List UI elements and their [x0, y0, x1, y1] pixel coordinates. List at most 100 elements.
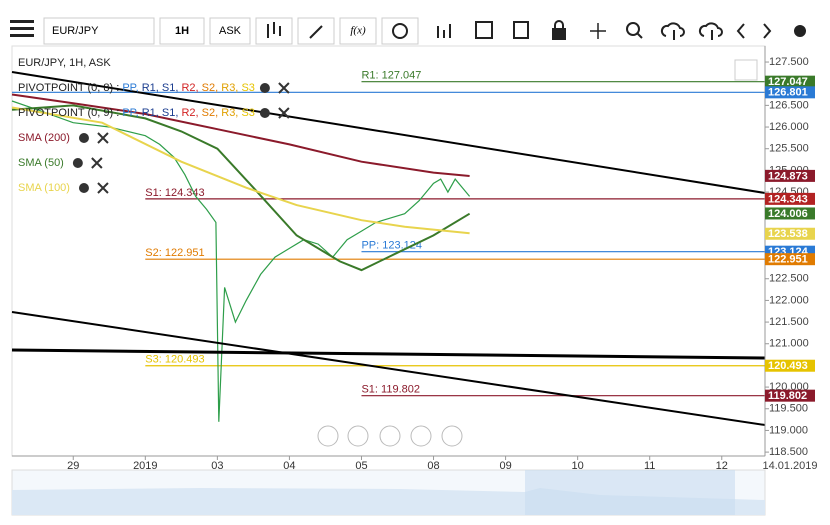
pivot-label: S1: 119.802 — [361, 384, 420, 396]
remove-icon — [97, 182, 109, 194]
sma-legend: SMA (50) — [18, 157, 64, 169]
x-tick-label: 2019 — [133, 460, 157, 472]
menu-button[interactable] — [10, 20, 34, 37]
fx-button[interactable]: f(x) — [350, 25, 366, 37]
symbol: EUR/JPY — [52, 25, 99, 37]
x-tick-label: 09 — [499, 460, 511, 472]
interval-box[interactable] — [159, 17, 205, 45]
price-tag — [765, 75, 815, 88]
legend-text: S1, — [162, 82, 179, 94]
side: ASK — [219, 25, 242, 37]
sma-line — [11, 106, 470, 235]
legend-text: S2, — [202, 82, 219, 94]
price-tag — [765, 86, 815, 99]
x-tick-label: 11 — [644, 460, 655, 472]
legend-text: R2, — [181, 107, 198, 119]
pivot-label: S3: 120.493 — [145, 354, 204, 366]
x-tick-label: 10 — [572, 460, 584, 472]
pivot-label: S1: 124.343 — [145, 187, 204, 199]
y-tick-label: 121.000 — [769, 338, 809, 350]
price-tag-label: 124.343 — [768, 193, 808, 205]
drawings — [11, 71, 766, 426]
y-tick-label: 127.500 — [769, 56, 809, 68]
side-box[interactable] — [209, 17, 251, 45]
price-tag — [765, 207, 815, 220]
toolbar-icons[interactable] — [255, 17, 806, 45]
zoom-controls[interactable] — [317, 425, 463, 447]
legend-text: PIVOTPOINT (0, 9) — [18, 107, 113, 119]
settings-icon[interactable] — [259, 83, 270, 93]
legend-text: R1, — [142, 82, 159, 94]
x-tick-label: 12 — [716, 460, 728, 472]
settings-icon — [78, 183, 89, 193]
legend-text: : — [116, 107, 119, 119]
price-tag-label: 124.873 — [768, 170, 808, 182]
sma-line — [11, 93, 470, 177]
legend-text: PIVOTPOINT (0, 8) — [18, 82, 113, 94]
legend-text: : — [116, 82, 119, 94]
price-tag-label: 119.802 — [768, 390, 807, 402]
pivot-label: R1: 127.047 — [361, 70, 421, 82]
legend-text: S3 — [241, 82, 254, 94]
y-tick-label: 126.000 — [769, 121, 809, 133]
y-tick-label: 119.500 — [769, 403, 808, 415]
legend-text: R1, — [142, 107, 159, 119]
indicator-legend: PIVOTPOINT (0, 9) : PP, R1, S1, R2, S2, … — [18, 107, 255, 119]
y-tick-label: 118.500 — [769, 446, 808, 458]
legend-text: PP, — [122, 82, 138, 94]
price-tag-label: 126.801 — [768, 87, 808, 99]
legend-text: R3, — [221, 82, 238, 94]
settings-icon — [72, 158, 83, 168]
interval: 1H — [175, 25, 189, 37]
x-end-label: 14.01.2019 — [762, 460, 817, 472]
sma-line — [11, 104, 471, 272]
remove-icon — [97, 132, 109, 144]
x-tick-label: 29 — [67, 460, 79, 472]
pivot-label: S2: 122.951 — [145, 247, 204, 259]
symbol-box[interactable] — [43, 17, 155, 45]
remove-icon — [278, 107, 290, 119]
price-tag — [765, 227, 815, 240]
indicator-legend: PIVOTPOINT (0, 8) : PP, R1, S1, R2, S2, … — [18, 82, 255, 94]
price-tag-label: 124.006 — [768, 208, 808, 220]
y-tick-label: 126.500 — [769, 99, 809, 111]
price-tag — [765, 192, 815, 205]
price-tag-label: 123.538 — [768, 228, 808, 240]
legend-text: S1, — [162, 107, 179, 119]
price-line — [11, 100, 471, 422]
y-tick-label: 125.500 — [769, 143, 809, 155]
y-tick-label: 119.000 — [769, 424, 808, 436]
legend-text: S2, — [202, 107, 219, 119]
y-tick-label: 122.000 — [769, 294, 809, 306]
chart-title: EUR/JPY, 1H, ASK — [18, 57, 111, 69]
settings-icon[interactable] — [259, 108, 270, 118]
navigator-window[interactable] — [525, 470, 735, 515]
legend-text: PP, — [122, 107, 138, 119]
price-tag — [765, 389, 815, 402]
sma-legend: SMA (200) — [18, 132, 70, 144]
y-tick-label: 121.500 — [769, 316, 809, 328]
x-tick-label: 03 — [211, 460, 223, 472]
remove-icon — [91, 157, 103, 169]
price-tag — [765, 253, 815, 266]
settings-icon — [78, 133, 89, 143]
x-tick-label: 08 — [427, 460, 439, 472]
x-tick-label: 05 — [355, 460, 367, 472]
remove-icon — [278, 82, 290, 94]
y-tick-label: 122.500 — [769, 273, 809, 285]
legend-text: S3 — [241, 107, 254, 119]
legend-text: R2, — [181, 82, 198, 94]
plot-area — [11, 45, 766, 457]
sma-legend: SMA (100) — [18, 182, 70, 194]
price-tag-label: 122.951 — [768, 254, 808, 266]
price-tag — [765, 359, 815, 372]
legend-text: R3, — [221, 107, 238, 119]
expand-button[interactable] — [734, 59, 758, 81]
price-tag-label: 120.493 — [768, 360, 808, 372]
price-tag-label: 127.047 — [768, 76, 808, 88]
price-tag — [765, 169, 815, 182]
x-tick-label: 04 — [283, 460, 295, 472]
